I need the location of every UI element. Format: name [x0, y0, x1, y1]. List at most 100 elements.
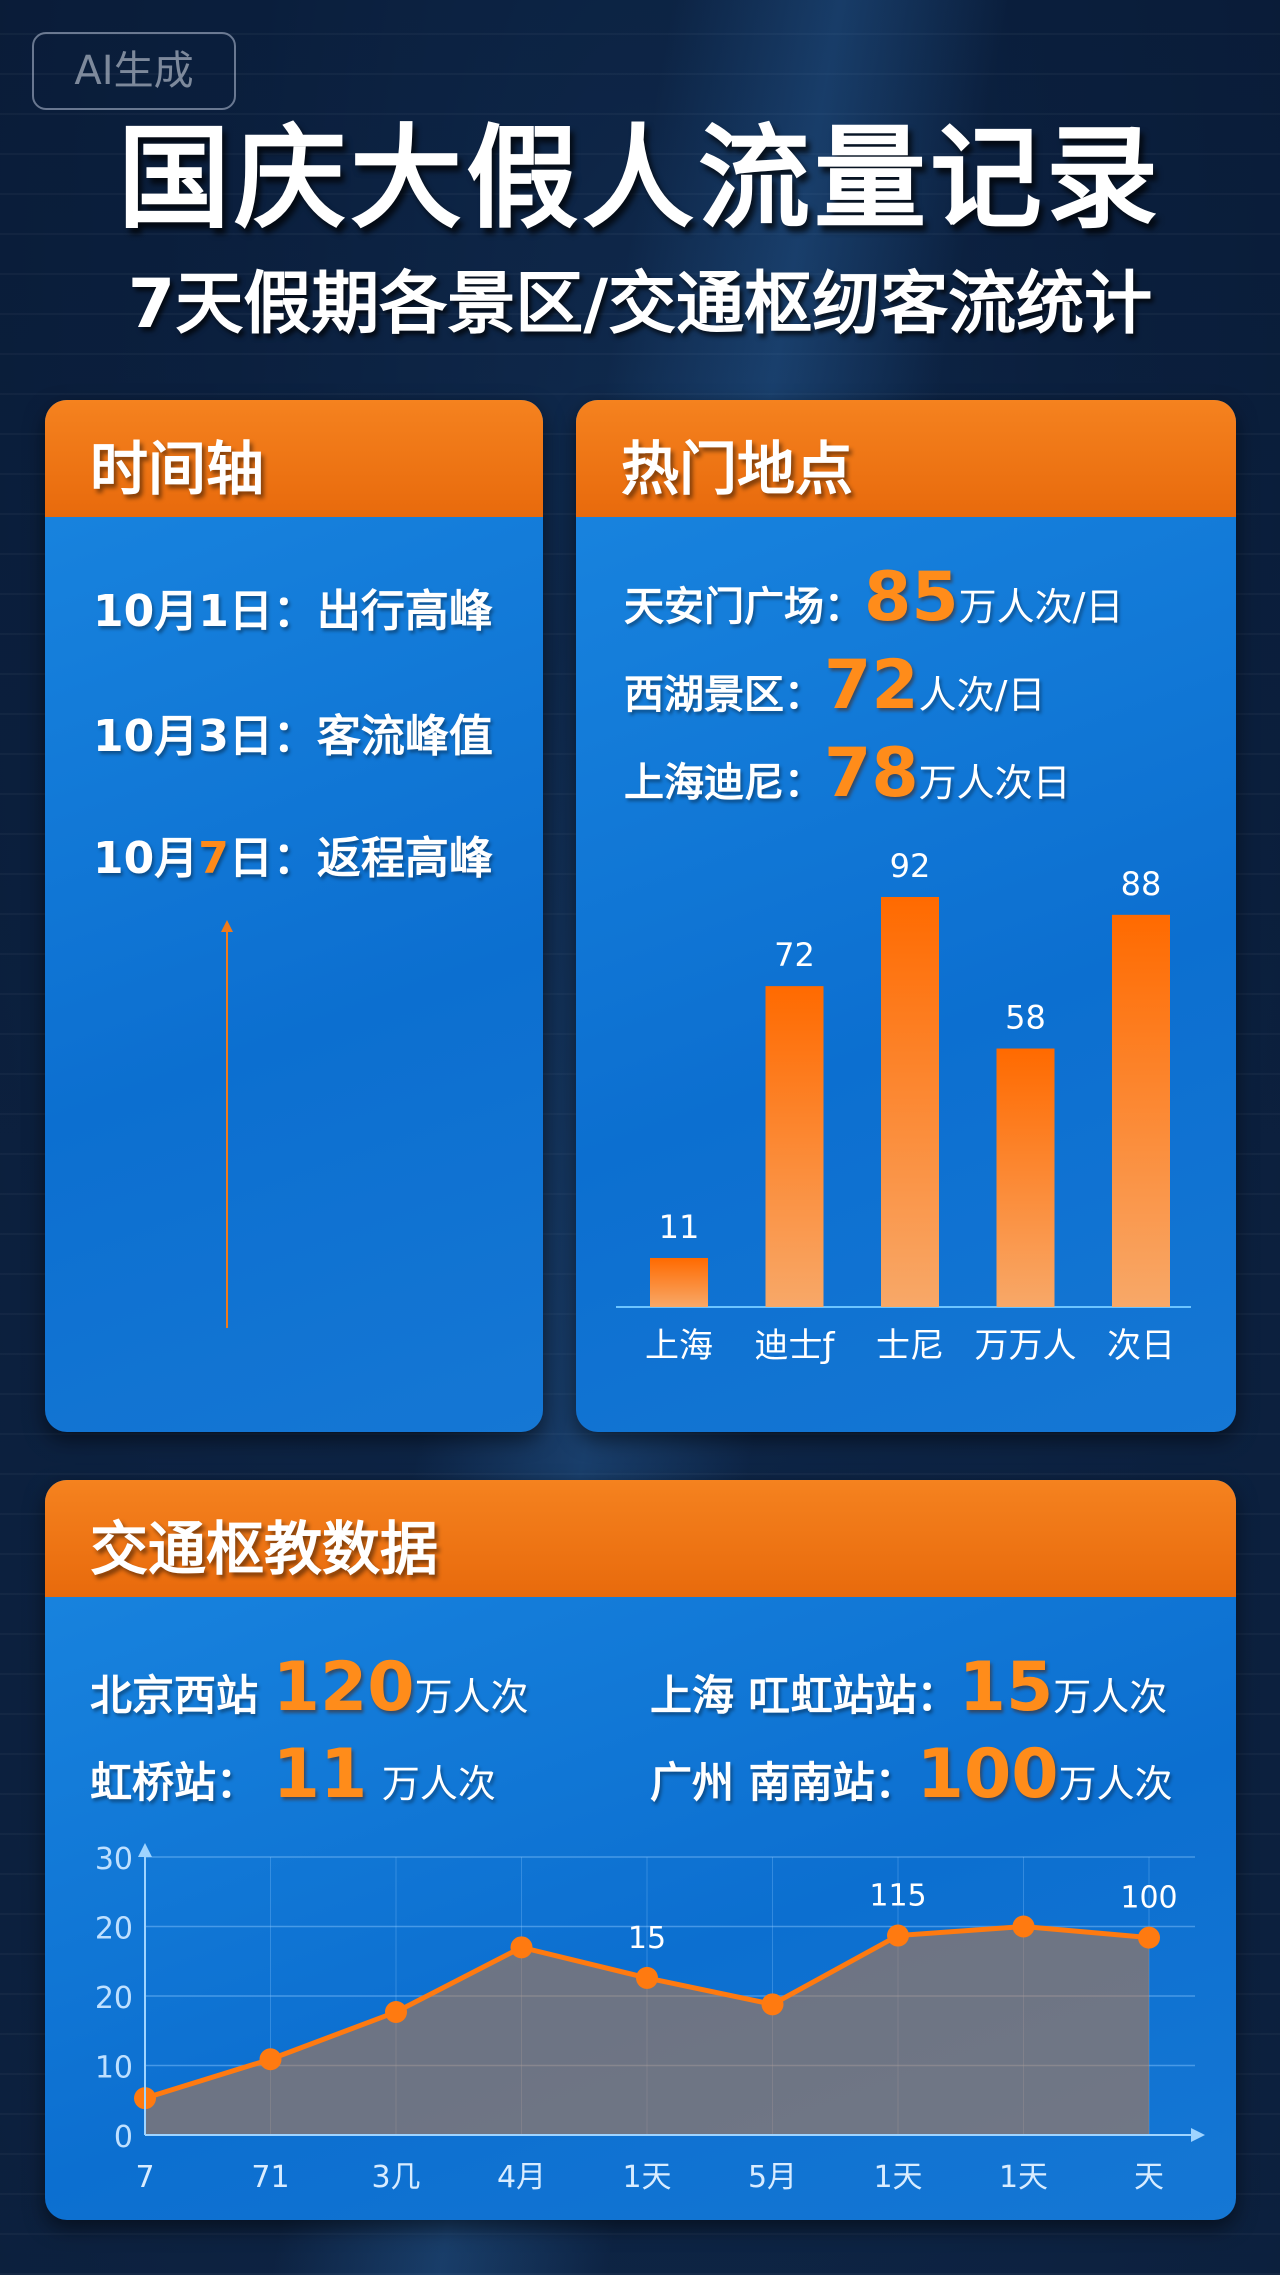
station-value: 100: [916, 1735, 1059, 1814]
x-tick-label: 4月: [497, 2160, 546, 2195]
y-tick-label: 0: [114, 2120, 133, 2155]
station-name: 北京西站: [90, 1671, 259, 1720]
spot-unit: 人次/日: [918, 673, 1046, 717]
bar-chart: 11 上海 72 迪士ƒ 92 士尼 58 万万人 88 次日: [616, 847, 1191, 1366]
bar: [996, 1048, 1055, 1307]
data-annotation: 100: [1120, 1881, 1177, 1916]
bar-data-label: 92: [890, 847, 931, 885]
bar: [1112, 914, 1170, 1307]
station-name: 广州 南南站：: [650, 1758, 917, 1807]
spot-unit: 万人次/日: [958, 585, 1124, 629]
timeline-item: 10月7日：返程高峰: [93, 822, 493, 886]
timeline-event: 客流峰值: [316, 711, 493, 762]
panel-title: 交通枢教数据: [90, 1515, 439, 1583]
bar-data-label: 58: [1005, 999, 1046, 1037]
x-tick-label: 71: [251, 2160, 289, 2195]
panel-header: 交通枢教数据: [45, 1480, 1236, 1597]
bar-category-label: 迪士ƒ: [755, 1326, 836, 1366]
area-fill: [145, 1926, 1149, 2135]
station-unit: 万人次: [1053, 1675, 1168, 1719]
timeline-item: 10月1日：出行高峰: [93, 575, 493, 639]
area-line-chart: 0 10 20 20 30 7 71 3几 4月 1天 5月 1天 1天 天 15 115 100: [95, 1842, 1205, 2195]
separator: ：: [272, 711, 317, 762]
y-tick-label: 30: [95, 1842, 133, 1877]
y-tick-label: 20: [95, 1981, 133, 2016]
x-tick-label: 天: [1134, 2160, 1164, 2195]
page-subtitle: 7天假期各景区/交通枢纫客流统计: [127, 265, 1153, 344]
spot-value: 72: [824, 646, 919, 725]
timeline-item: 10月3日：客流峰值: [93, 700, 493, 764]
page-title: 国庆大假人流量记录: [118, 114, 1162, 244]
x-tick-label: 7: [135, 2160, 154, 2195]
bar: [881, 897, 939, 1307]
panel-header: 热门地点: [576, 400, 1236, 517]
timeline-date: 10月: [93, 833, 199, 884]
station-value: 11: [272, 1735, 368, 1814]
separator: ：: [272, 586, 317, 637]
bar-category-label: 次日: [1107, 1326, 1175, 1366]
station-stat: 上海 叿虹站站：15万人次: [650, 1648, 1167, 1727]
timeline-date: 10月1日: [93, 586, 273, 637]
hot-spots-panel: 热门地点 天安门广场：85万人次/日 西湖景区：72人次/日 上海迪尼：78万人…: [576, 400, 1236, 1432]
x-tick-label: 1天: [873, 2160, 922, 2195]
separator: ：: [272, 833, 317, 884]
spot-unit: 万人次日: [918, 761, 1071, 805]
bar-category-label: 万万人: [975, 1326, 1077, 1366]
x-tick-label: 3几: [371, 2160, 420, 2195]
bar: [650, 1257, 708, 1307]
station-name: 上海 叿虹站站：: [650, 1671, 959, 1720]
timeline-event: 返程高峰: [316, 833, 493, 884]
station-value: 120: [272, 1648, 415, 1727]
data-point: [1012, 1915, 1035, 1938]
bar-data-label: 72: [774, 936, 815, 974]
data-point: [510, 1936, 533, 1959]
station-unit: 万人次: [381, 1762, 496, 1806]
y-tick-label: 20: [95, 1912, 133, 1947]
spot-name: 上海迪尼：: [624, 760, 824, 806]
timeline-date: 10月3日: [93, 711, 273, 762]
hot-spot-item: 上海迪尼：78万人次日: [624, 734, 1071, 813]
bar-data-label: 88: [1121, 865, 1162, 903]
x-tick-label: 1天: [999, 2160, 1048, 2195]
hot-spot-item: 西湖景区：72人次/日: [624, 646, 1045, 725]
station-value: 15: [958, 1648, 1054, 1727]
hot-spot-item: 天安门广场：85万人次/日: [624, 558, 1123, 637]
station-stat: 广州 南南站：100万人次: [650, 1735, 1173, 1814]
timeline-panel: 时间轴 10月1日：出行高峰 10月3日：客流峰值 10月7日：返程高峰: [45, 400, 543, 1432]
spot-value: 78: [824, 734, 919, 813]
station-stat: 虹桥站： 11 万人次: [90, 1735, 496, 1814]
timeline-date: 日: [228, 833, 273, 884]
y-tick-label: 10: [95, 2051, 133, 2086]
bar: [765, 986, 824, 1307]
station-name: 虹桥站：: [90, 1758, 259, 1807]
data-point: [761, 1993, 784, 2016]
bar-category-label: 士尼: [876, 1326, 944, 1366]
x-tick-label: 1天: [622, 2160, 671, 2195]
panel-title: 时间轴: [90, 435, 265, 503]
data-annotation: 15: [628, 1921, 666, 1956]
arrow-up-icon: [221, 920, 233, 1328]
data-point: [1138, 1926, 1160, 1949]
station-unit: 万人次: [414, 1675, 529, 1719]
bar-data-label: 11: [659, 1208, 700, 1246]
station-stat: 北京西站 120万人次: [90, 1648, 529, 1727]
panel-title: 热门地点: [621, 435, 854, 503]
data-point: [259, 2048, 282, 2071]
timeline-event: 出行高峰: [316, 586, 493, 637]
x-axis-arrow-icon: [1191, 2128, 1205, 2142]
data-point: [887, 1924, 909, 1947]
spot-name: 西湖景区：: [624, 672, 824, 718]
spot-value: 85: [864, 558, 959, 637]
data-point: [636, 1966, 658, 1989]
transport-panel: 交通枢教数据 北京西站 120万人次 上海 叿虹站站：15万人次 虹桥站： 11…: [45, 1480, 1236, 2220]
data-point: [385, 2000, 407, 2023]
y-axis-arrow-icon: [138, 1843, 152, 1857]
bar-category-label: 上海: [645, 1326, 713, 1366]
x-tick-label: 5月: [748, 2160, 797, 2195]
spot-name: 天安门广场：: [624, 584, 864, 630]
timeline-date-highlight: 7: [198, 833, 229, 884]
station-unit: 万人次: [1058, 1762, 1173, 1806]
panel-header: 时间轴: [45, 400, 543, 517]
ai-generated-badge: AI生成: [32, 32, 236, 110]
data-annotation: 115: [869, 1879, 926, 1914]
